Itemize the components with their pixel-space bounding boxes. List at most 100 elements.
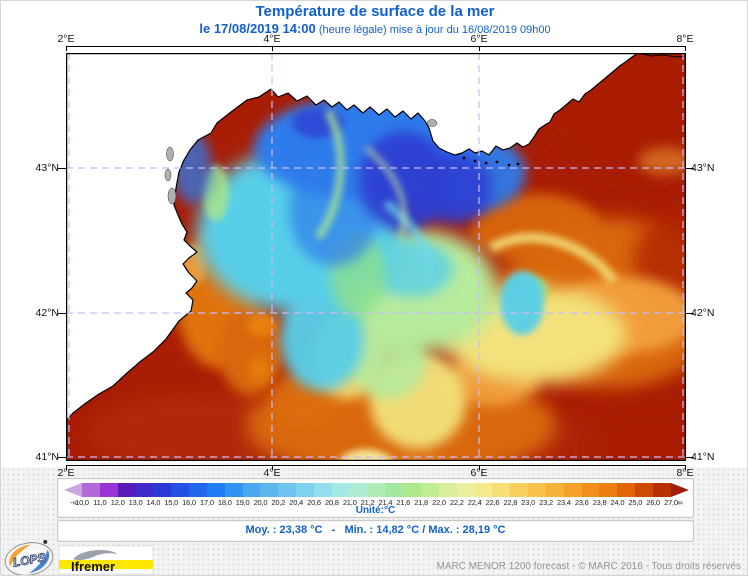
colorbar-tick-label: 23,2 (539, 498, 553, 507)
colorbar-panel: -∞ 10,0 11,0 12,0 13,0 14,0 15,0 16,0 17,0 18,0 19… (57, 478, 694, 518)
colorbar-segment (421, 483, 439, 497)
colorbar-tick-label: 18,0 (217, 498, 232, 507)
stats-panel: Moy. : 23,38 °C - Min. : 14,82 °C / Max.… (57, 520, 694, 542)
colorbar-segment (171, 483, 190, 497)
colorbar-tick-label: 21,6 (396, 498, 411, 507)
colorbar-segment (242, 483, 261, 497)
colorbar-tick-label: 22,4 (467, 498, 482, 507)
colorbar-segment (117, 483, 136, 497)
colorbar-segment (313, 483, 332, 497)
colorbar-segment (492, 483, 511, 497)
colorbar-tick-label: 14,0 (146, 498, 161, 507)
colorbar-segment (99, 483, 118, 497)
colorbar (64, 483, 689, 497)
colorbar-segment (385, 483, 404, 497)
colorbar-tick-label: 16,0 (182, 498, 196, 507)
colorbar-tick-label: 22,6 (485, 498, 500, 507)
colorbar-tick-label: 23,6 (574, 498, 589, 507)
colorbar-tick-label: ∞ (677, 498, 683, 507)
lon-label-bottom-6e: 6°E (470, 467, 488, 479)
colorbar-segment (206, 483, 225, 497)
forecast-datetime: le 17/08/2019 14:00 (199, 21, 316, 36)
lon-label-top-6e: 6°E (470, 33, 488, 45)
colorbar-tick-label: -∞ (70, 498, 78, 507)
colorbar-segment (438, 483, 457, 497)
lat-label-left-43n: 43°N (35, 162, 59, 174)
colorbar-tick-label: 25,0 (628, 498, 643, 507)
colorbar-tick-label: 15,0 (164, 498, 179, 507)
map-frame (66, 53, 686, 461)
lon-label-top-2e: 2°E (57, 33, 75, 45)
colorbar-segment (189, 483, 207, 497)
colorbar-segment (296, 483, 314, 497)
lon-label-bottom-2e: 2°E (57, 467, 75, 479)
colorbar-segment (278, 483, 297, 497)
colorbar-tick-label: 23,8 (592, 498, 607, 507)
colorbar-tick-labels: -∞ 10,0 11,0 12,0 13,0 14,0 15,0 16,0 17,0 18,0 19… (64, 498, 689, 507)
colorbar-tick-label: 22,2 (449, 498, 464, 507)
colorbar-segment (403, 483, 422, 497)
colorbar-tick-label: 12,0 (110, 498, 125, 507)
colorbar-tick-label: 22,0 (432, 498, 446, 507)
lat-label-right-42n: 42°N (691, 307, 715, 319)
graticule-grid (66, 53, 686, 461)
colorbar-tick-label: 20,4 (289, 498, 304, 507)
lops-logo: LOPS (4, 539, 54, 575)
lat-label-left-41n: 41°N (35, 451, 59, 463)
colorbar-segment (635, 483, 653, 497)
ifremer-logo: Ifremer (58, 545, 154, 575)
lat-label-right-43n: 43°N (691, 162, 715, 174)
lon-label-top-4e: 4°E (263, 33, 281, 45)
colorbar-segment (456, 483, 475, 497)
colorbar-tick-label: 21,4 (378, 498, 393, 507)
copyright-text: MARC MENOR 1200 forecast - © MARC 2016 -… (436, 561, 741, 572)
colorbar-tick-label: 23,4 (557, 498, 571, 507)
colorbar-segment (135, 483, 154, 497)
colorbar-segment (510, 483, 529, 497)
sst-map (66, 53, 686, 461)
coastline (66, 53, 639, 422)
colorbar-tick-label: 11,0 (93, 498, 107, 507)
lagoons-and-islands (164, 119, 520, 205)
colorbar-tick-label: 21,8 (414, 498, 429, 507)
lon-label-top-8e: 8°E (676, 33, 694, 45)
footer-logos: LOPS Ifremer (4, 539, 154, 575)
colorbar-tick-label: 17,0 (200, 498, 214, 507)
colorbar-segment (82, 483, 100, 497)
ifremer-logo-text: Ifremer (71, 559, 115, 574)
colorbar-tick-label: 21,0 (342, 498, 357, 507)
update-info: (heure légale) mise à jour du 16/08/2019… (315, 24, 551, 36)
colorbar-segment (653, 483, 671, 497)
lat-label-right-41n: 41°N (691, 451, 715, 463)
colorbar-tick-label: 13,0 (128, 498, 143, 507)
colorbar-tick-label: 26,0 (646, 498, 661, 507)
colorbar-tick-label: 23,0 (521, 498, 536, 507)
colorbar-segment (153, 483, 172, 497)
colorbar-segment (224, 483, 243, 497)
ifremer-dolphin-icon (73, 549, 117, 561)
colorbar-segment (599, 483, 618, 497)
colorbar-segment (349, 483, 368, 497)
colorbar-tick-label: 20,8 (324, 498, 339, 507)
colorbar-right-arrow (671, 483, 689, 497)
colorbar-segment (617, 483, 636, 497)
colorbar-tick-label: 22,8 (503, 498, 518, 507)
page-title: Température de surface de la mer (255, 3, 495, 20)
colorbar-tick-label: 19,0 (235, 498, 250, 507)
colorbar-tick-label: 21,2 (360, 498, 375, 507)
colorbar-strip (82, 483, 671, 497)
colorbar-tick-label: 10,0 (75, 498, 89, 507)
colorbar-unit-label: Unité:°C (355, 505, 396, 516)
lon-label-bottom-4e: 4°E (263, 467, 281, 479)
colorbar-tick-label: 20,6 (307, 498, 321, 507)
colorbar-tick-label: 20,0 (253, 498, 268, 507)
colorbar-segment (474, 483, 493, 497)
colorbar-tick-label: 27,0 (664, 498, 678, 507)
lon-label-bottom-8e: 8°E (676, 467, 694, 479)
colorbar-segment (563, 483, 582, 497)
temperature-stats: Moy. : 23,38 °C - Min. : 14,82 °C / Max.… (245, 524, 506, 536)
colorbar-segment (367, 483, 386, 497)
colorbar-segment (545, 483, 564, 497)
colorbar-tick-label: 20,2 (271, 498, 286, 507)
